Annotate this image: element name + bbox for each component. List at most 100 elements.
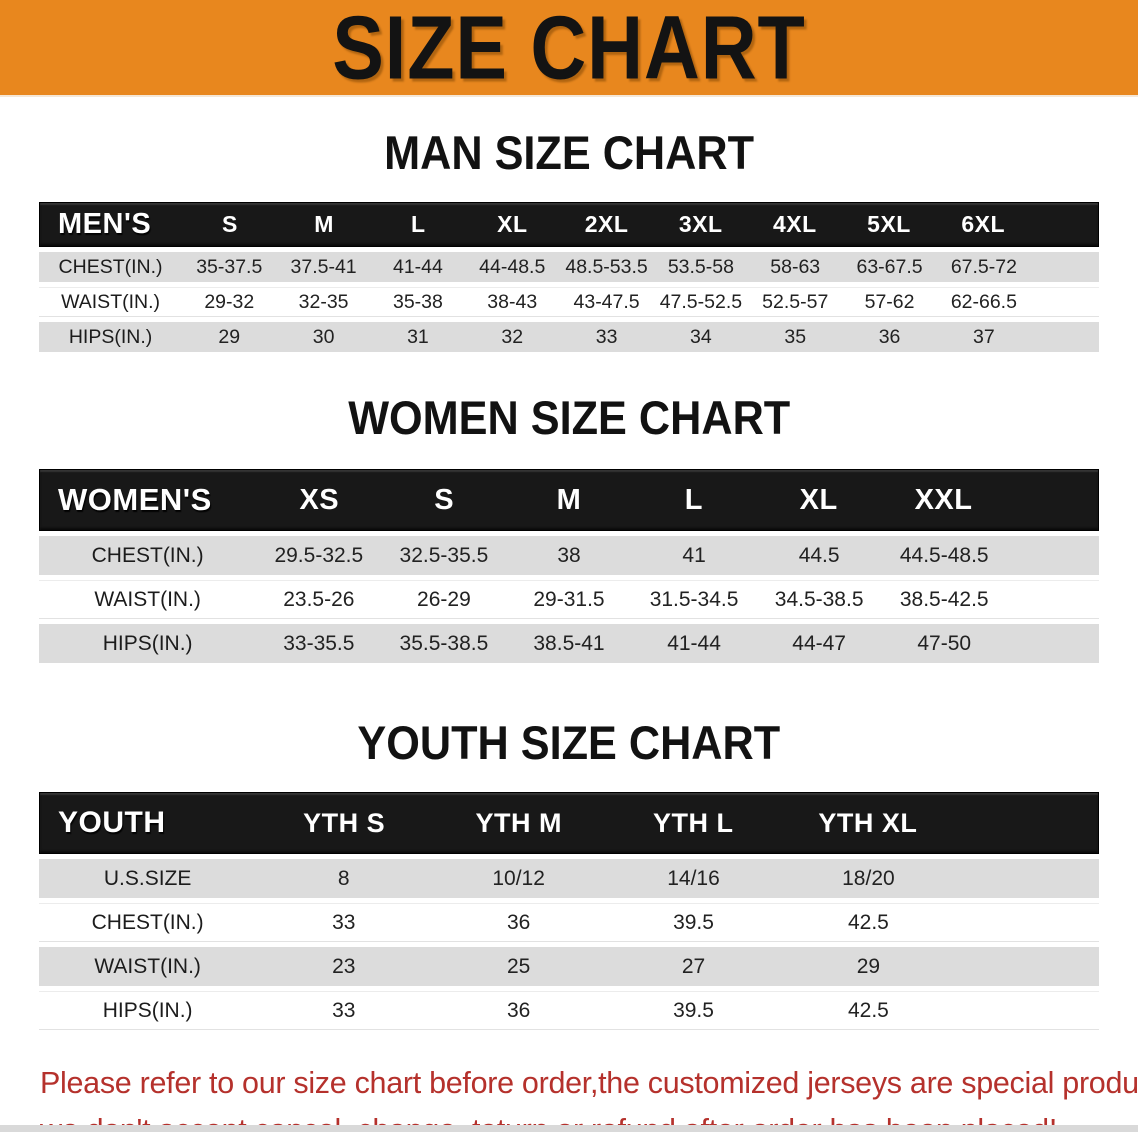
measurement-label: CHEST(IN.) [91, 910, 204, 934]
size-column-header: XL [799, 483, 838, 516]
size-column-header: L [410, 211, 426, 237]
size-column-header: YTH M [475, 807, 562, 838]
measurement-value: 41-44 [392, 255, 443, 278]
measurement-value: 35 [784, 325, 807, 348]
measurement-value: 32.5-35.5 [399, 543, 489, 567]
measurement-value: 44.5-48.5 [899, 543, 989, 567]
measurement-value: 33 [332, 910, 356, 934]
measurement-value: 37.5-41 [290, 255, 357, 278]
measurement-label: HIPS(IN.) [102, 998, 193, 1022]
women-section-heading-text: WOMEN SIZE CHART [347, 391, 790, 444]
women-size-table: WOMEN'S XS S M L XL XXL CHEST(IN.) 29.5-32.5 32.5… [39, 469, 1099, 663]
banner-title: SIZE CHART [332, 0, 806, 98]
youth-section-heading: YOUTH SIZE CHART [0, 719, 1138, 766]
measurement-value: 38-43 [487, 290, 538, 313]
measurement-value: 23 [332, 954, 356, 978]
size-column-header: XS [299, 483, 340, 516]
measurement-row: CHEST(IN.) 29.5-32.5 32.5-35.5 38 41 44.5 44.5… [39, 536, 1099, 575]
measurement-value: 53.5-58 [667, 255, 734, 278]
category-label: WOMEN'S [58, 482, 212, 517]
measurement-value: 27 [681, 954, 706, 978]
measurement-value: 36 [878, 325, 901, 348]
women-section: WOMEN SIZE CHART WOMEN'S XS S M L XL XXL CHEST(… [0, 394, 1138, 663]
measurement-value: 25 [506, 954, 531, 978]
measurement-value: 52.5-57 [762, 290, 829, 313]
measurement-value: 32-35 [298, 290, 349, 313]
measurement-row: WAIST(IN.) 23 25 27 29 [39, 947, 1099, 986]
measurement-value: 38 [557, 543, 581, 567]
measurement-value: 44-47 [792, 631, 846, 655]
size-column-header: YTH S [303, 807, 386, 838]
measurement-value: 30 [312, 325, 335, 348]
size-header-row: WOMEN'S XS S M L XL XXL [39, 469, 1099, 531]
measurement-label: HIPS(IN.) [102, 631, 193, 655]
measurement-label: U.S.SIZE [103, 866, 192, 890]
measurement-value: 42.5 [847, 998, 889, 1022]
measurement-value: 29 [856, 954, 881, 978]
size-column-header: S [221, 211, 238, 237]
youth-section-heading-text: YOUTH SIZE CHART [357, 716, 781, 769]
youth-size-table: YOUTH YTH S YTH M YTH L YTH XL U.S.SIZE 8 10/12… [39, 792, 1099, 1030]
measurement-row: WAIST(IN.) 23.5-26 26-29 29-31.5 31.5-34.5 34… [39, 580, 1099, 619]
measurement-value: 10/12 [492, 866, 545, 890]
size-column-header: L [684, 483, 703, 516]
category-label: MEN'S [58, 208, 152, 240]
size-column-header: M [314, 211, 334, 237]
measurement-value: 57-62 [864, 290, 915, 313]
measurement-value: 37 [973, 325, 995, 348]
size-column-header: YTH XL [818, 807, 918, 838]
measurement-value: 44-48.5 [479, 255, 546, 278]
measurement-label: WAIST(IN.) [94, 587, 201, 611]
size-header-row: YOUTH YTH S YTH M YTH L YTH XL [39, 792, 1099, 854]
bottom-edge-divider [0, 1125, 1138, 1132]
measurement-value: 41 [682, 543, 706, 567]
disclaimer: Please refer to our size chart before or… [0, 1060, 1138, 1132]
measurement-value: 31 [407, 325, 429, 348]
men-section-heading: MAN SIZE CHART [0, 129, 1138, 176]
men-size-table: MEN'S S M L XL 2XL 3XL 4XL 5XL 6XL CHEST(IN.) 35-37… [39, 202, 1099, 352]
measurement-value: 34.5-38.5 [774, 587, 864, 611]
measurement-value: 31.5-34.5 [649, 587, 739, 611]
measurement-value: 33-35.5 [283, 631, 355, 655]
size-column-header: M [556, 483, 582, 516]
measurement-row: U.S.SIZE 8 10/12 14/16 18/20 [39, 859, 1099, 898]
measurement-value: 47.5-52.5 [659, 290, 743, 313]
measurement-row: HIPS(IN.) 33 36 39.5 42.5 [39, 991, 1099, 1030]
measurement-value: 63-67.5 [856, 255, 923, 278]
measurement-value: 36 [506, 998, 531, 1022]
size-column-header: 6XL [961, 211, 1005, 237]
size-column-header: XXL [914, 483, 973, 516]
women-section-heading: WOMEN SIZE CHART [0, 394, 1138, 441]
measurement-value: 18/20 [842, 866, 895, 890]
measurement-label: HIPS(IN.) [68, 325, 153, 348]
measurement-value: 39.5 [673, 910, 714, 934]
youth-section: YOUTH SIZE CHART YOUTH YTH S YTH M YTH L YTH… [0, 719, 1138, 1030]
size-column-header: XL [497, 211, 528, 237]
measurement-value: 38.5-42.5 [899, 587, 989, 611]
measurement-row: WAIST(IN.) 29-32 32-35 35-38 38-43 43-47.5 47.… [39, 287, 1099, 317]
size-column-header: YTH L [653, 807, 734, 838]
disclaimer-line-1: Please refer to our size chart before or… [40, 1066, 1138, 1100]
measurement-value: 47-50 [917, 631, 972, 655]
measurement-value: 39.5 [673, 998, 714, 1022]
measurement-row: HIPS(IN.) 33-35.5 35.5-38.5 38.5-41 41-44 44-… [39, 624, 1099, 663]
measurement-value: 38.5-41 [533, 631, 605, 655]
measurement-value: 26-29 [417, 587, 471, 611]
measurement-value: 67.5-72 [950, 255, 1017, 278]
measurement-value: 8 [337, 866, 350, 890]
measurement-value: 29-32 [204, 290, 255, 313]
measurement-value: 32 [501, 325, 524, 348]
measurement-value: 29.5-32.5 [274, 543, 364, 567]
measurement-value: 36 [506, 910, 531, 934]
measurement-value: 35.5-38.5 [399, 631, 489, 655]
size-column-header: 3XL [678, 211, 723, 237]
measurement-row: CHEST(IN.) 35-37.5 37.5-41 41-44 44-48.5 48.5… [39, 252, 1099, 282]
measurement-label: WAIST(IN.) [61, 290, 161, 313]
size-column-header: 5XL [867, 211, 911, 237]
measurement-value: 35-37.5 [196, 255, 263, 278]
measurement-value: 41-44 [667, 631, 721, 655]
measurement-label: WAIST(IN.) [94, 954, 201, 978]
measurement-label: CHEST(IN.) [91, 543, 204, 567]
measurement-value: 42.5 [847, 910, 889, 934]
